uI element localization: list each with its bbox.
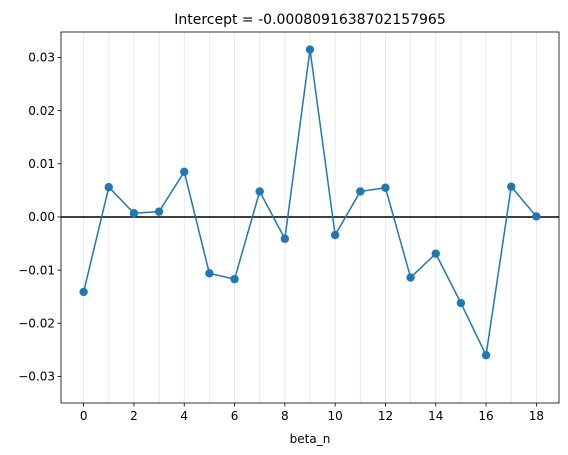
x-tick-label: 18 bbox=[529, 409, 544, 423]
data-point-14 bbox=[431, 249, 440, 258]
y-tick-label: 0.00 bbox=[28, 210, 55, 224]
y-tick-label: −0.03 bbox=[18, 370, 55, 384]
axes-frame-rect bbox=[60, 31, 560, 404]
data-point-16 bbox=[481, 350, 491, 360]
y-tick-label: 0.01 bbox=[28, 157, 55, 171]
data-point-12 bbox=[381, 183, 390, 192]
data-point-4 bbox=[180, 167, 189, 176]
y-tick-label: −0.02 bbox=[18, 316, 55, 330]
x-tick-label: 0 bbox=[80, 409, 88, 423]
data-point-0 bbox=[79, 287, 88, 297]
data-point-7 bbox=[255, 187, 264, 196]
data-point-2 bbox=[129, 209, 139, 218]
series-group bbox=[79, 45, 541, 360]
y-tick-label: 0.02 bbox=[28, 104, 55, 118]
x-tick-label: 8 bbox=[281, 409, 289, 423]
data-point-13 bbox=[406, 273, 415, 282]
data-point-5 bbox=[205, 269, 214, 278]
data-point-8 bbox=[280, 234, 290, 243]
y-axis-ticks: −0.03 −0.02 −0.01 0.00 0.01 0.02 0.03 bbox=[18, 51, 61, 384]
x-tick-label: 6 bbox=[231, 409, 239, 423]
x-tick-label: 16 bbox=[478, 409, 493, 423]
chart-title: Intercept = -0.0008091638702157965 bbox=[174, 12, 446, 28]
data-point-17 bbox=[507, 182, 516, 191]
y-tick-label: 0.03 bbox=[28, 51, 55, 65]
data-point-1 bbox=[104, 183, 113, 192]
data-point-15 bbox=[456, 298, 466, 308]
data-point-6 bbox=[230, 274, 239, 284]
x-axis-title: beta_n bbox=[290, 432, 331, 446]
x-tick-label: 2 bbox=[130, 409, 138, 423]
axes-frame bbox=[60, 31, 560, 404]
x-tick-label: 12 bbox=[378, 409, 393, 423]
data-point-11 bbox=[356, 187, 365, 196]
data-point-3 bbox=[154, 207, 164, 216]
data-point-10 bbox=[330, 230, 340, 240]
data-point-9 bbox=[305, 45, 315, 54]
y-tick-label: −0.01 bbox=[18, 263, 55, 277]
x-tick-label: 14 bbox=[428, 409, 443, 423]
x-tick-label: 4 bbox=[180, 409, 188, 423]
x-axis-ticks: 0 2 4 6 8 10 12 14 16 18 bbox=[80, 403, 544, 423]
data-point-18 bbox=[532, 212, 541, 221]
x-tick-label: 10 bbox=[328, 409, 343, 423]
